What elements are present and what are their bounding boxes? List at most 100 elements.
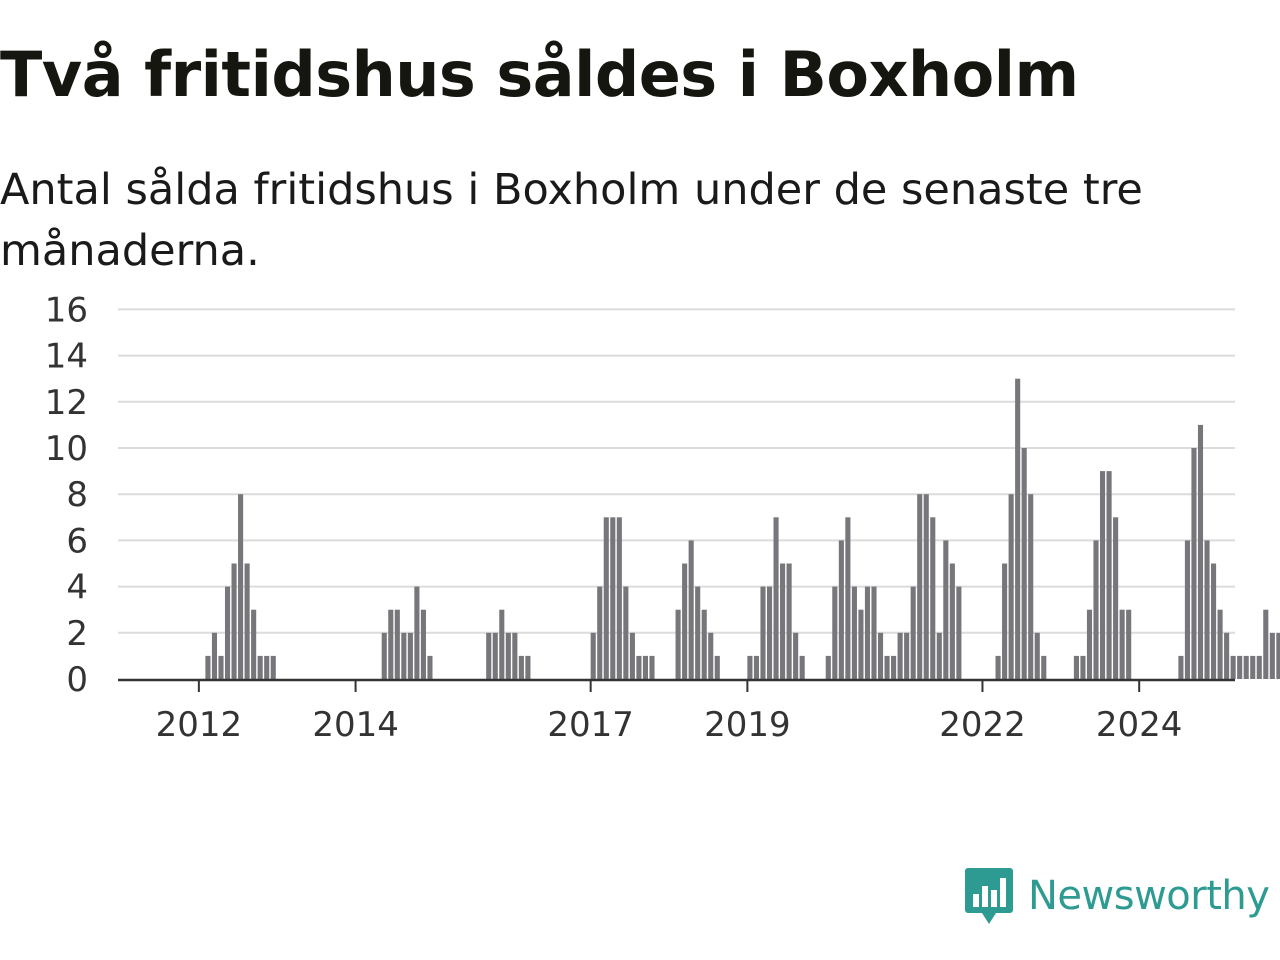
bar xyxy=(616,517,622,679)
bar xyxy=(1184,540,1190,679)
bar xyxy=(486,632,492,679)
bar xyxy=(1021,448,1027,679)
bar xyxy=(211,632,218,679)
newsworthy-brand: Newsworthy xyxy=(964,864,1270,928)
chart-title: Två fritidshus såldes i Boxholm xyxy=(0,38,1079,111)
y-tick-label: 16 xyxy=(45,290,88,330)
bar xyxy=(701,609,707,679)
bar xyxy=(1119,609,1125,679)
bar xyxy=(688,540,694,679)
bar xyxy=(904,632,910,679)
x-tick-label: 2017 xyxy=(547,705,634,745)
bar xyxy=(1028,494,1034,679)
bar xyxy=(838,540,844,679)
bars: 2 xyxy=(205,378,1280,679)
bar xyxy=(825,655,831,679)
y-axis: 0 2 4 6 8 10 12 14 16 xyxy=(45,290,88,700)
bar xyxy=(871,586,877,679)
bar xyxy=(1276,632,1280,679)
bar xyxy=(793,632,799,679)
bar xyxy=(780,563,786,679)
bar xyxy=(1086,609,1093,679)
bar xyxy=(1106,471,1112,679)
bar xyxy=(943,540,949,679)
bar xyxy=(1197,424,1204,679)
bar xyxy=(832,586,838,679)
bar xyxy=(845,517,851,679)
bar xyxy=(708,632,714,679)
bar xyxy=(799,655,805,679)
bar xyxy=(407,632,413,679)
bar-chart-speech-bubble-icon xyxy=(965,868,1013,924)
bar xyxy=(1008,494,1014,679)
bar xyxy=(786,563,792,679)
bar xyxy=(956,586,962,679)
bar xyxy=(949,563,955,679)
bar xyxy=(381,632,387,679)
y-tick-label: 10 xyxy=(45,429,88,469)
brand-name: Newsworthy xyxy=(1028,873,1270,919)
bar xyxy=(218,655,224,679)
bar xyxy=(623,586,629,679)
bar xyxy=(773,517,779,679)
bar xyxy=(1073,655,1079,679)
bar xyxy=(629,632,635,679)
bar xyxy=(923,494,929,679)
bar xyxy=(753,655,760,679)
bar xyxy=(420,609,426,679)
bar xyxy=(1093,540,1099,679)
bar xyxy=(610,517,616,679)
bar xyxy=(512,632,518,679)
x-tick-label: 2019 xyxy=(704,705,791,745)
bar xyxy=(1100,471,1106,679)
bar xyxy=(864,586,871,679)
bar xyxy=(238,494,244,679)
x-tick-label: 2024 xyxy=(1096,705,1183,745)
bar xyxy=(747,655,753,679)
x-axis: 2012 2014 2017 2019 2022 2024 xyxy=(118,678,1235,745)
bar xyxy=(695,586,701,679)
bar xyxy=(877,632,884,679)
y-tick-label: 2 xyxy=(66,614,88,654)
y-tick-label: 8 xyxy=(66,475,88,515)
chart-subtitle: Antal sålda fritidshus i Boxholm under d… xyxy=(0,165,1143,276)
bar xyxy=(270,655,276,679)
bar xyxy=(505,632,511,679)
bar xyxy=(1204,540,1210,679)
bar xyxy=(257,655,263,679)
bar xyxy=(1263,609,1269,679)
bar xyxy=(649,655,655,679)
bar xyxy=(1034,632,1040,679)
y-tick-label: 14 xyxy=(45,337,88,377)
bar xyxy=(1080,655,1086,679)
bar xyxy=(1217,609,1223,679)
bar xyxy=(766,586,773,679)
bar xyxy=(858,609,864,679)
bar xyxy=(1224,632,1230,679)
bar xyxy=(1015,378,1021,679)
x-tick-label: 2014 xyxy=(312,705,399,745)
y-tick-label: 6 xyxy=(66,521,88,561)
bar xyxy=(388,609,394,679)
bar xyxy=(525,655,531,679)
bar xyxy=(1211,563,1217,679)
bar xyxy=(636,655,642,679)
bar xyxy=(760,586,766,679)
bar xyxy=(251,609,257,679)
bar xyxy=(1191,448,1197,679)
bar xyxy=(1113,517,1119,679)
bar xyxy=(1256,655,1262,679)
bar xyxy=(1041,655,1047,679)
bar xyxy=(401,632,407,679)
grid-lines xyxy=(118,308,1235,634)
bar xyxy=(414,586,420,679)
bar xyxy=(1178,655,1184,679)
bar xyxy=(1243,655,1249,679)
bar xyxy=(675,609,681,679)
bar xyxy=(891,655,897,679)
bar xyxy=(851,586,857,679)
bar xyxy=(518,655,524,679)
bar xyxy=(897,632,903,679)
bar xyxy=(995,655,1001,679)
bar xyxy=(224,586,231,679)
